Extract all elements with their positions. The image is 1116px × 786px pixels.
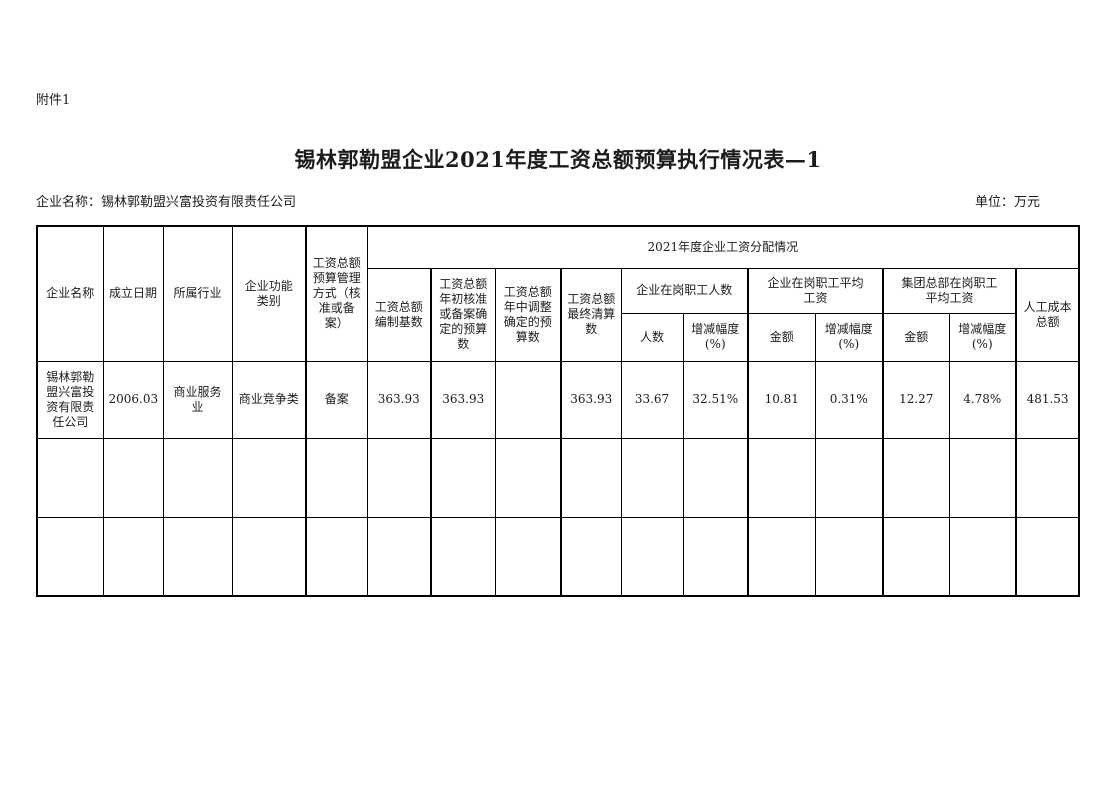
cell-count <box>620 437 684 518</box>
header-established-date: 成立日期 <box>102 225 164 362</box>
table-row: 锡林郭勒盟兴富投资有限责任公司 2006.03 商业服务业 商业竞争类 备案 3… <box>36 360 1080 439</box>
cell-established-date <box>102 437 164 518</box>
cell-midyear-adjusted <box>494 516 562 597</box>
header-labor-cost-total: 人工成本 总额 <box>1014 267 1080 362</box>
cell-industry <box>162 437 233 518</box>
header-group-2021-distribution: 2021年度企业工资分配情况 <box>366 225 1080 269</box>
attachment-label: 附件1 <box>36 93 71 108</box>
meta-row: 企业名称：锡林郭勒盟兴富投资有限责任公司 单位：万元 <box>36 195 1040 211</box>
header-final-settlement: 工资总额 最终清算 数 <box>560 267 622 362</box>
unit-label: 单位：万元 <box>974 195 1040 210</box>
cell-midyear-adjusted <box>494 360 562 439</box>
cell-budget-mgmt-mode: 备案 <box>305 360 368 439</box>
table-row <box>36 516 1080 597</box>
header-function-category: 企业功能 类别 <box>231 225 307 362</box>
cell-budget-mgmt-mode <box>305 437 368 518</box>
cell-enterprise-name: 锡林郭勒盟兴富投资有限责任公司 <box>36 360 104 439</box>
cell-industry: 商业服务业 <box>162 360 233 439</box>
cell-industry <box>162 516 233 597</box>
cell-budget-mgmt-mode <box>305 516 368 597</box>
cell-established-date <box>102 516 164 597</box>
cell-base-amount: 363.93 <box>366 360 432 439</box>
cell-labor-cost-total <box>1014 516 1080 597</box>
cell-hq-avg-wage-change <box>948 516 1017 597</box>
cell-count-change <box>682 437 749 518</box>
cell-count: 33.67 <box>620 360 684 439</box>
header-midyear-adjusted: 工资总额 年中调整 确定的预 算数 <box>494 267 562 362</box>
header-base-amount: 工资总额 编制基数 <box>366 267 432 362</box>
table-row <box>36 437 1080 518</box>
cell-avg-wage <box>747 437 816 518</box>
cell-count-change <box>682 516 749 597</box>
cell-function-category <box>231 516 307 597</box>
cell-enterprise-name <box>36 437 104 518</box>
cell-midyear-adjusted <box>494 437 562 518</box>
header-avg-wage-change: 增减幅度 (%) <box>814 312 884 362</box>
cell-hq-avg-wage <box>882 516 950 597</box>
cell-hq-avg-wage-change: 4.78% <box>948 360 1017 439</box>
cell-initial-budget <box>430 516 496 597</box>
cell-labor-cost-total: 481.53 <box>1014 360 1080 439</box>
cell-function-category <box>231 437 307 518</box>
cell-avg-wage-change <box>814 437 884 518</box>
cell-initial-budget <box>430 437 496 518</box>
header-count: 人数 <box>620 312 684 362</box>
wage-budget-table: 企业名称 成立日期 所属行业 企业功能 类别 工资总额 预算管理 方式（核 准或… <box>36 225 1081 597</box>
header-industry: 所属行业 <box>162 225 233 362</box>
page-title: 锡林郭勒盟企业2021年度工资总额预算执行情况表—1 <box>294 147 822 172</box>
cell-hq-avg-wage-change <box>948 437 1017 518</box>
cell-avg-wage-change <box>814 516 884 597</box>
cell-hq-avg-wage: 12.27 <box>882 360 950 439</box>
cell-base-amount <box>366 516 432 597</box>
cell-count <box>620 516 684 597</box>
header-group-employee-count: 企业在岗职工人数 <box>620 267 749 314</box>
cell-labor-cost-total <box>1014 437 1080 518</box>
cell-initial-budget: 363.93 <box>430 360 496 439</box>
cell-established-date: 2006.03 <box>102 360 164 439</box>
header-group-avg-wage: 企业在岗职工平均 工资 <box>747 267 884 314</box>
header-count-change: 增减幅度 (%) <box>682 312 749 362</box>
header-hq-avg-wage-change: 增减幅度 (%) <box>948 312 1017 362</box>
cell-base-amount <box>366 437 432 518</box>
company-name-value: 锡林郭勒盟兴富投资有限责任公司 <box>101 195 297 210</box>
header-avg-wage-amount: 金额 <box>747 312 816 362</box>
company-name-line: 企业名称：锡林郭勒盟兴富投资有限责任公司 <box>36 195 296 211</box>
header-budget-mgmt-mode: 工资总额 预算管理 方式（核 准或备 案） <box>305 225 368 362</box>
header-initial-budget: 工资总额 年初核准 或备案确 定的预算 数 <box>430 267 496 362</box>
cell-final-settlement <box>560 437 622 518</box>
cell-final-settlement <box>560 516 622 597</box>
cell-avg-wage: 10.81 <box>747 360 816 439</box>
cell-final-settlement: 363.93 <box>560 360 622 439</box>
company-name-label: 企业名称： <box>36 195 102 210</box>
cell-hq-avg-wage <box>882 437 950 518</box>
header-enterprise-name: 企业名称 <box>36 225 104 362</box>
cell-function-category: 商业竞争类 <box>231 360 307 439</box>
cell-avg-wage-change: 0.31% <box>814 360 884 439</box>
header-hq-avg-wage-amount: 金额 <box>882 312 950 362</box>
cell-avg-wage <box>747 516 816 597</box>
header-group-hq-avg-wage: 集团总部在岗职工 平均工资 <box>882 267 1017 314</box>
cell-count-change: 32.51% <box>682 360 749 439</box>
cell-enterprise-name <box>36 516 104 597</box>
